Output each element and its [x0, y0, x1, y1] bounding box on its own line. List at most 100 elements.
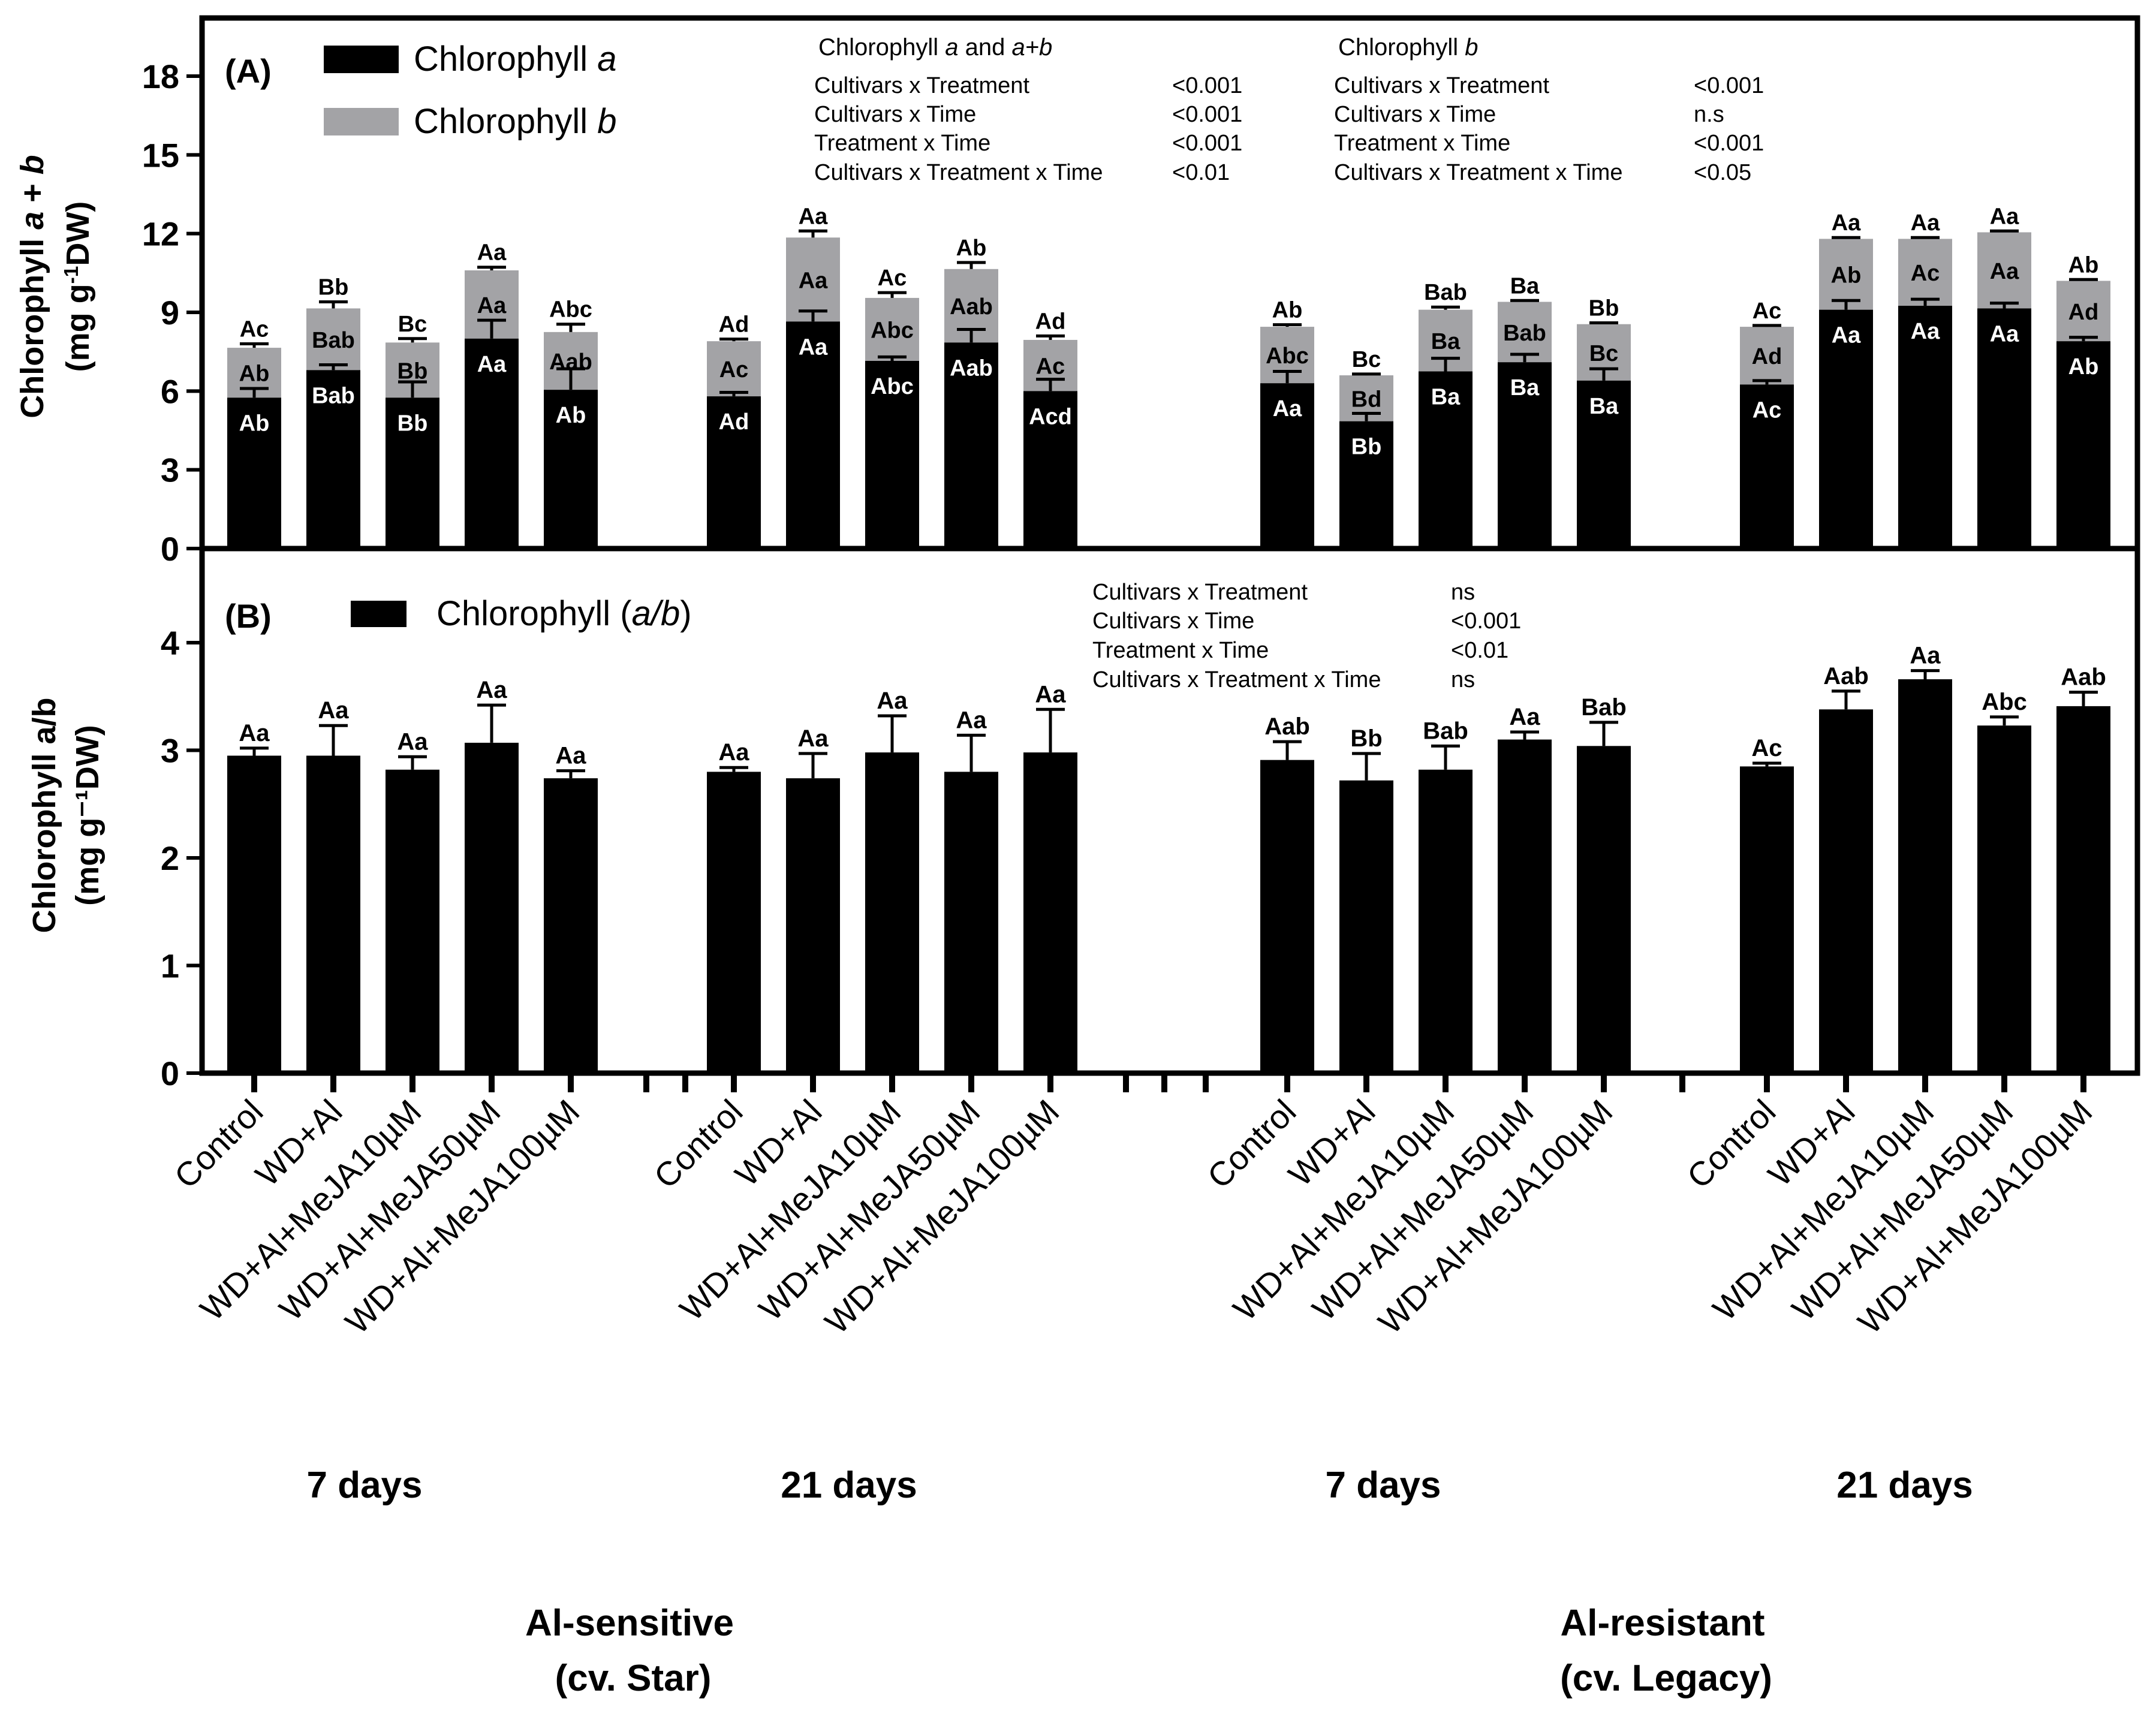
stats-row-p: <0.001: [1172, 73, 1242, 98]
cultivar-sublabel: (cv. Legacy): [1560, 1658, 1772, 1699]
chl-b-letter-label: Ac: [1911, 261, 1940, 286]
chl-b-letter-label: Aab: [950, 294, 993, 320]
chl-a-letter-label: Aa: [1832, 323, 1861, 348]
error-bar-total: [556, 323, 585, 332]
stats-row-label: Cultivars x Time: [814, 102, 976, 127]
bar-chl-a: [1740, 384, 1794, 549]
stats-row-p: <0.001: [1694, 131, 1764, 156]
error-bar-total: [1911, 236, 1940, 239]
error-bar-ratio: [2069, 691, 2098, 706]
bar-chl-ratio: [465, 742, 519, 1073]
ratio-letter-label: Bb: [1350, 725, 1382, 752]
bar-chl-a: [865, 360, 919, 549]
bar-chl-b: [1819, 239, 1873, 310]
chl-a-letter-label: Ab: [239, 411, 270, 436]
chl-b-letter-label: Ab: [1831, 263, 1862, 288]
ratio-letter-label: Abc: [1982, 689, 2027, 715]
y-axis-title-a-part: a: [14, 212, 50, 230]
bar-chl-ratio: [1498, 739, 1552, 1073]
chl-a-letter-label: Bb: [1351, 435, 1382, 460]
legend-swatch-ratio: [351, 601, 406, 627]
stats-row-p: n.s: [1694, 102, 1724, 127]
error-bar-chl-a: [719, 391, 748, 397]
bar-chl-a: [944, 342, 998, 549]
y-tick-label: 15: [142, 136, 179, 174]
total-letter-label: Abc: [549, 297, 592, 323]
chl-a-letter-label: Acd: [1029, 404, 1072, 429]
y-tick-label: 6: [161, 372, 179, 410]
error-bar-total: [1036, 334, 1065, 340]
error-bar-chl-a: [957, 327, 986, 343]
ratio-letter-label: Aa: [397, 728, 428, 755]
bar-chl-a: [544, 390, 598, 549]
error-bar-chl-a: [1510, 353, 1539, 363]
error-bar-total: [477, 266, 506, 270]
stats-header-chl-a: Chlorophyll a and a+b: [818, 34, 1052, 61]
y-tick-label: 3: [161, 732, 179, 770]
error-bar-chl-a: [240, 387, 269, 398]
bar-chl-ratio: [1419, 769, 1473, 1073]
chl-a-letter-label: Aab: [950, 356, 993, 381]
stats-row-label: Cultivars x Treatment: [1092, 580, 1308, 605]
error-bar-chl-a: [878, 355, 907, 361]
bar-chl-b: [1740, 327, 1794, 385]
y-axis-title-a-part: b: [14, 155, 50, 174]
chl-a-letter-label: Ab: [2068, 354, 2099, 379]
bar-chl-ratio: [1339, 780, 1393, 1073]
chl-b-letter-label: Ad: [1752, 344, 1782, 369]
bar-chl-b: [786, 237, 840, 322]
y-axis-title-a-units-part: DW): [60, 201, 96, 266]
chl-b-letter-label: Aa: [477, 293, 507, 318]
chl-b-letter-label: Abc: [871, 318, 914, 343]
legend-swatch-chl-b: [324, 108, 399, 135]
total-letter-label: Aa: [477, 240, 507, 266]
ratio-letter-label: Aa: [476, 677, 507, 703]
bar-chl-ratio: [1977, 725, 2031, 1073]
ratio-letter-label: Aa: [877, 688, 908, 714]
bar-group-a: Ad Ac Ad Aa Aa Aa Ac Abc Abc Ab Aab Aab Ad Ac Acd: [707, 204, 1077, 549]
error-bar-chl-a: [799, 309, 827, 322]
total-letter-label: Ad: [719, 312, 749, 338]
stats-row-label: Cultivars x Treatment x Time: [1334, 160, 1622, 185]
bar-chl-ratio: [786, 778, 840, 1073]
error-bar-chl-a: [1352, 412, 1381, 421]
stats-row-p: ns: [1451, 667, 1475, 692]
error-bar-chl-a: [1911, 297, 1940, 306]
error-bar-ratio: [1273, 740, 1302, 760]
bar-chl-a: [786, 321, 840, 549]
ratio-letter-label: Aa: [318, 697, 349, 724]
error-bar-ratio: [1911, 669, 1940, 680]
bar-chl-b: [2056, 281, 2110, 342]
stats-row-p: <0.001: [1694, 73, 1764, 98]
legend-swatch-chl-a: [324, 46, 399, 73]
bar-chl-ratio: [227, 755, 281, 1073]
bar-chl-a: [1577, 380, 1631, 549]
bar-group-b: Aa Aa Aa Aa Aa: [707, 681, 1077, 1073]
bar-chl-a: [1419, 371, 1473, 549]
y-tick-label: 3: [161, 451, 179, 489]
total-letter-label: Bb: [1589, 296, 1619, 321]
legend-label-chl-b-part: Chlorophyll: [414, 102, 597, 141]
stats-header-chl-b-part: Chlorophyll: [1338, 34, 1465, 61]
ratio-letter-label: Aa: [1509, 704, 1540, 730]
chl-a-letter-label: Aa: [1273, 396, 1302, 421]
stats-row-label: Cultivars x Treatment: [1334, 73, 1549, 98]
chl-a-letter-label: Bb: [398, 411, 428, 436]
chl-a-letter-label: Ab: [556, 403, 586, 428]
legend-label-chl-a-part: Chlorophyll: [414, 40, 597, 79]
error-bar-chl-a: [1832, 299, 1860, 310]
bar-chl-a: [306, 370, 360, 549]
total-letter-label: Bc: [398, 312, 427, 337]
stats-header-chl-a-part: Chlorophyll: [818, 34, 945, 61]
bar-chl-a: [386, 397, 439, 549]
stats-header-chl-b: Chlorophyll b: [1338, 34, 1478, 61]
y-tick-label: 9: [161, 294, 179, 332]
cultivar-label: Al-sensitive: [525, 1602, 734, 1644]
ratio-letter-label: Aab: [1264, 713, 1310, 740]
bar-chl-a: [1977, 308, 2031, 549]
stats-row-label: Treatment x Time: [814, 131, 990, 156]
total-letter-label: Bc: [1352, 347, 1381, 372]
chl-a-letter-label: Ad: [719, 409, 749, 435]
y-axis-title-b-units: (mg g⁻¹DW): [70, 725, 106, 905]
